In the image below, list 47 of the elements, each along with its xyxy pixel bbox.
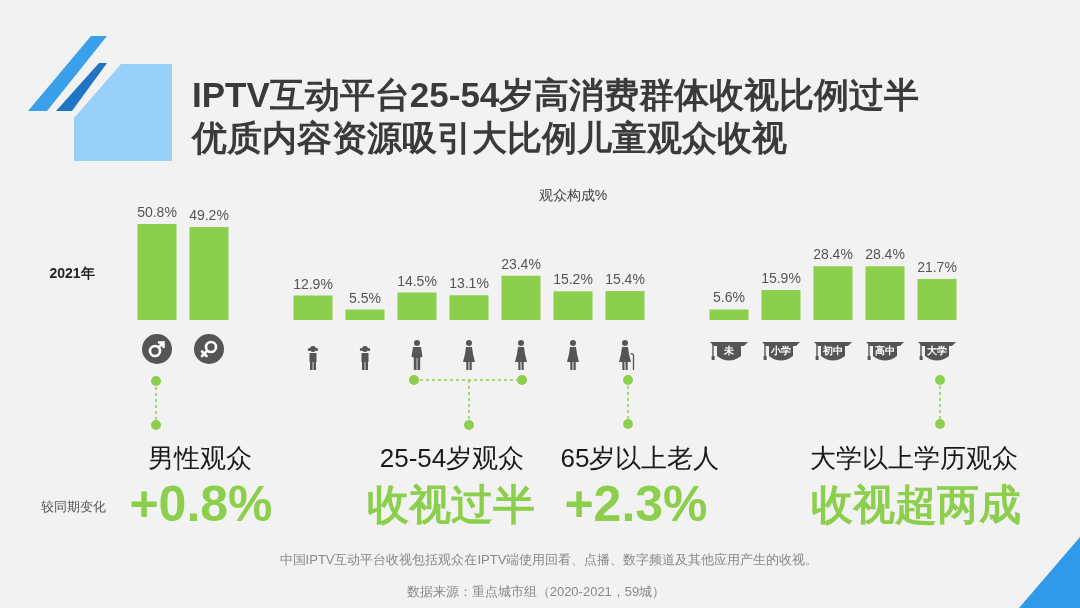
bar — [345, 309, 385, 320]
text: 大学以上学历观众 — [810, 443, 1018, 474]
chart-title: IPTV互动平台25-54岁高消费群体收视比例过半优质内容资源吸引大比例儿童观众收视 — [192, 74, 921, 159]
data-label: 23.4% — [501, 255, 541, 272]
bar — [865, 266, 905, 320]
data-label: 50.8% — [137, 204, 177, 220]
data-label: 49.2% — [189, 207, 229, 224]
data-label: 5.6% — [713, 289, 745, 306]
bar — [709, 309, 749, 320]
bar — [189, 227, 229, 320]
source-note: 数据来源：重点城市组（2020-2021，59城） — [406, 583, 666, 600]
bar — [553, 291, 593, 320]
text: 较同期变化 — [40, 498, 106, 515]
text: +2.3% — [564, 476, 708, 534]
data-label: 28.4% — [813, 246, 853, 263]
text: 男性观众 — [148, 443, 252, 474]
x-tick-label: 初中 — [822, 344, 843, 356]
data-label: 15.9% — [761, 269, 801, 286]
x-tick-label: 小学 — [770, 344, 791, 356]
text: 25-54岁观众 — [379, 443, 525, 474]
text: 收视超两成 — [811, 480, 1021, 530]
data-label: 21.7% — [917, 258, 957, 275]
bar — [761, 289, 801, 320]
x-tick-label: 大学 — [926, 344, 947, 356]
chart-subtitle: 观众构成% — [538, 186, 608, 204]
bar — [813, 266, 853, 320]
data-label: 28.4% — [865, 246, 905, 263]
bar — [501, 275, 541, 320]
bar — [293, 295, 333, 320]
data-label: 12.9% — [293, 275, 333, 292]
bar — [605, 290, 645, 320]
text: 收视过半 — [367, 480, 535, 530]
data-label: 13.1% — [449, 275, 489, 292]
x-tick-label: 未 — [723, 344, 735, 356]
data-label: 15.4% — [605, 270, 645, 287]
data-label: 15.2% — [553, 271, 593, 288]
text: 中国IPTV互动平台收视包括观众在IPTV端使用回看、点播、数字频道及其他应用产生的收视。 — [279, 551, 819, 568]
bar — [137, 224, 177, 320]
x-tick-label: 高中 — [875, 344, 895, 356]
data-label: 14.5% — [397, 272, 437, 289]
bar — [449, 295, 489, 320]
text: 2021年 — [49, 264, 95, 282]
bar — [397, 292, 437, 320]
text: 65岁以上老人 — [560, 443, 720, 474]
data-label: 5.5% — [349, 289, 381, 306]
text: +0.8% — [129, 476, 273, 534]
bar — [917, 278, 957, 320]
